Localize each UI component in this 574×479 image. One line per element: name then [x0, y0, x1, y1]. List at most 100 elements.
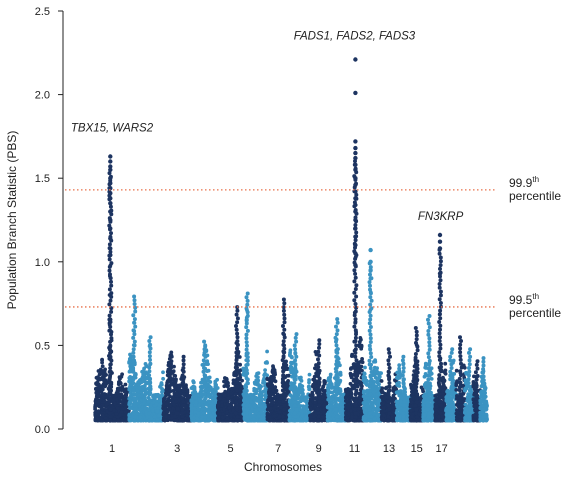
snp-point	[293, 373, 298, 378]
snp-point	[352, 268, 357, 273]
snp-point	[132, 294, 137, 299]
snp-point	[154, 402, 159, 407]
snp-point	[330, 390, 335, 395]
snp-point	[354, 388, 359, 393]
snp-point	[353, 328, 358, 333]
snp-point	[135, 388, 140, 393]
snp-point	[282, 320, 287, 325]
snp-point	[333, 411, 338, 416]
snp-point	[334, 381, 339, 385]
snp-point	[208, 380, 213, 384]
snp-point	[202, 381, 207, 385]
snp-point	[235, 384, 240, 389]
snp-point	[307, 372, 312, 377]
snp-point	[282, 312, 287, 317]
snp-point	[343, 415, 348, 420]
snp-point	[271, 364, 275, 369]
snp-point	[203, 418, 208, 423]
snp-point	[292, 418, 297, 423]
snp-point	[185, 413, 190, 418]
snp-point	[292, 411, 297, 416]
snp-point	[352, 298, 357, 303]
snp-point	[119, 410, 124, 414]
snp-outlier-point	[108, 252, 113, 258]
snp-point	[265, 349, 269, 354]
snp-point	[148, 361, 153, 366]
snp-point	[172, 418, 177, 423]
snp-point	[235, 346, 240, 351]
snp-point	[108, 414, 113, 419]
snp-point	[107, 377, 112, 382]
snp-point	[224, 377, 229, 382]
snp-point	[131, 358, 136, 363]
snp-outlier-point	[108, 164, 113, 169]
snp-outlier-point	[108, 159, 113, 164]
snp-point	[206, 393, 211, 398]
snp-point	[267, 415, 272, 419]
snp-point	[335, 414, 340, 419]
snp-point	[244, 366, 249, 371]
snp-point	[141, 372, 146, 377]
snp-point	[132, 332, 137, 337]
snp-point	[146, 414, 151, 419]
snp-point	[297, 383, 302, 388]
snp-point	[113, 401, 117, 406]
snp-point	[241, 403, 246, 407]
snp-point	[254, 378, 259, 383]
snp-point	[107, 257, 112, 262]
snp-point	[349, 408, 353, 413]
chromosome-6-points	[241, 291, 269, 423]
snp-point	[212, 387, 217, 392]
snp-point	[132, 298, 137, 303]
snp-point	[142, 366, 147, 371]
snp-outlier-point	[108, 181, 113, 186]
snp-point	[294, 332, 299, 337]
snp-outlier-point	[353, 182, 358, 188]
snp-point	[131, 350, 136, 355]
snp-point	[108, 407, 113, 412]
snp-point	[245, 355, 250, 360]
snp-point	[112, 417, 117, 421]
snp-point	[282, 327, 287, 332]
snp-point	[263, 387, 268, 392]
chromosome-5-points	[215, 305, 246, 423]
snp-point	[143, 390, 148, 395]
snp-point	[109, 279, 113, 284]
snp-point	[218, 396, 222, 401]
snp-point	[127, 417, 132, 422]
snp-point	[244, 392, 249, 397]
snp-point	[189, 398, 194, 403]
snp-point	[361, 378, 366, 383]
snp-point	[133, 384, 138, 389]
snp-point	[235, 388, 239, 393]
snp-outlier-point	[353, 202, 358, 208]
snp-point	[334, 392, 339, 397]
snp-outlier-point	[108, 196, 113, 201]
snp-point	[316, 357, 320, 362]
chromosome-2-points	[127, 294, 166, 423]
snp-point	[352, 377, 357, 382]
snp-point	[280, 388, 285, 393]
snp-point	[120, 384, 125, 389]
snp-point	[306, 385, 311, 389]
snp-point	[107, 242, 112, 247]
snp-point	[231, 378, 236, 383]
snp-point	[250, 396, 255, 401]
snp-point	[316, 372, 320, 377]
snp-point	[222, 407, 227, 412]
snp-outlier-point	[353, 145, 358, 151]
snp-point	[108, 298, 113, 303]
snp-point	[131, 347, 136, 352]
snp-point	[94, 391, 99, 396]
snp-point	[235, 331, 240, 336]
snp-point	[131, 381, 136, 385]
snp-point	[108, 396, 113, 401]
snp-point	[168, 389, 173, 393]
snp-point	[354, 283, 359, 288]
snp-point	[132, 396, 137, 401]
snp-point	[97, 399, 101, 404]
snp-point	[109, 291, 114, 296]
snp-point	[334, 384, 339, 389]
snp-point	[202, 350, 207, 355]
snp-point	[109, 294, 114, 299]
